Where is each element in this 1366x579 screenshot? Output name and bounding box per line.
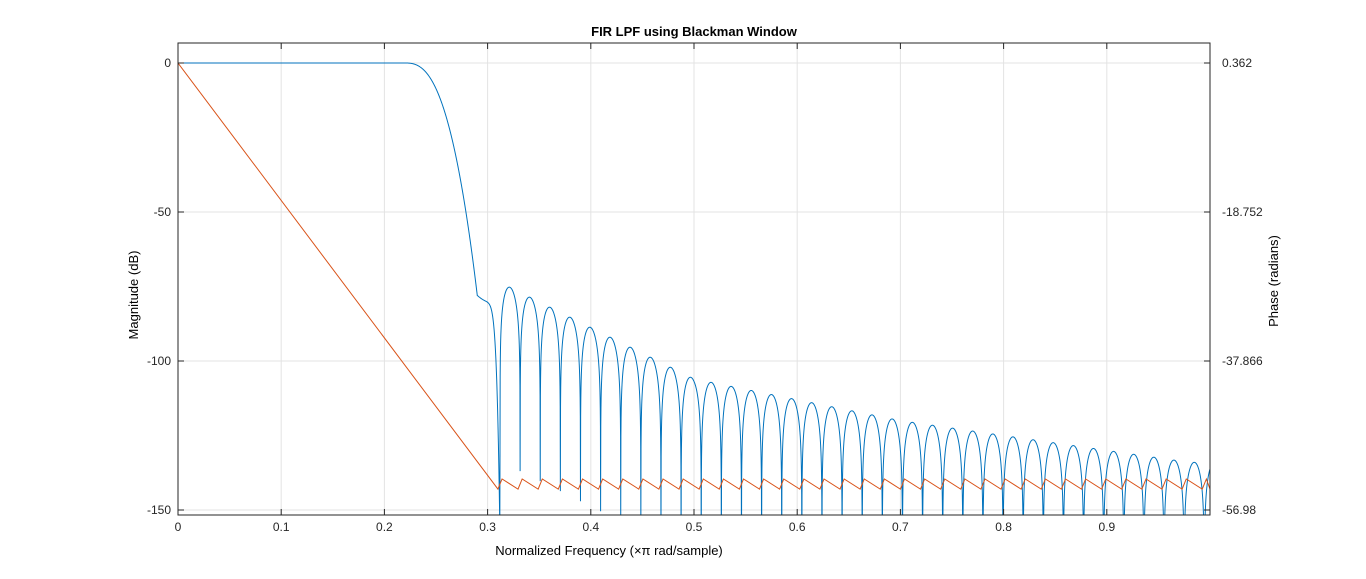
y-right-tick-label: -37.866 xyxy=(1222,354,1263,368)
y-right-tick-label: -56.98 xyxy=(1222,503,1256,517)
x-tick-label: 0.2 xyxy=(376,520,393,534)
x-tick-label: 0.9 xyxy=(1098,520,1115,534)
y-axis-label: Magnitude (dB) xyxy=(126,251,141,340)
x-tick-label: 0.8 xyxy=(995,520,1012,534)
magnitude-response-line xyxy=(178,62,1210,515)
y-tick-label: 0 xyxy=(164,56,171,70)
x-tick-label: 0.1 xyxy=(273,520,290,534)
y-axis-right-label: Phase (radians) xyxy=(1266,235,1281,327)
tick-labels: 0 0.1 0.2 0.3 0.4 0.5 0.6 0.7 0.8 0.9 0 -50 -100 -150… xyxy=(147,56,1263,534)
y-tick-label: -150 xyxy=(147,503,171,517)
x-tick-label: 0 xyxy=(175,520,182,534)
plot-area xyxy=(178,62,1210,515)
tick-marks xyxy=(177,43,1210,515)
y-tick-label: -100 xyxy=(147,354,171,368)
chart-title: FIR LPF using Blackman Window xyxy=(591,24,798,39)
x-tick-label: 0.7 xyxy=(892,520,909,534)
x-tick-label: 0.3 xyxy=(479,520,496,534)
y-right-tick-label: -18.752 xyxy=(1222,205,1263,219)
y-right-tick-label: 0.362 xyxy=(1222,56,1252,70)
x-tick-label: 0.6 xyxy=(789,520,806,534)
phase-response-line xyxy=(178,62,1210,491)
x-tick-label: 0.5 xyxy=(686,520,703,534)
y-tick-label: -50 xyxy=(154,205,172,219)
x-tick-label: 0.4 xyxy=(582,520,599,534)
x-axis-label: Normalized Frequency (×π rad/sample) xyxy=(495,543,723,558)
